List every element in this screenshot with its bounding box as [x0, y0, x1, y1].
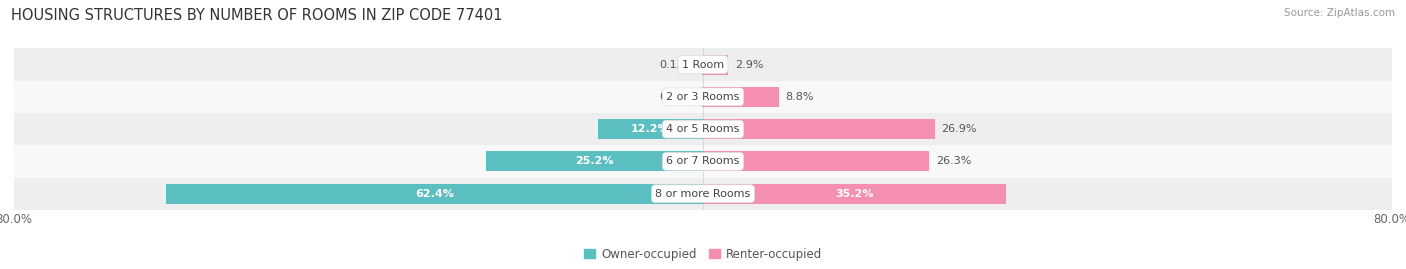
- Bar: [598, 119, 703, 139]
- Legend: Owner-occupied, Renter-occupied: Owner-occupied, Renter-occupied: [579, 243, 827, 265]
- Text: 8 or more Rooms: 8 or more Rooms: [655, 189, 751, 199]
- Bar: [486, 151, 703, 171]
- Text: 1 Room: 1 Room: [682, 59, 724, 70]
- Text: HOUSING STRUCTURES BY NUMBER OF ROOMS IN ZIP CODE 77401: HOUSING STRUCTURES BY NUMBER OF ROOMS IN…: [11, 8, 503, 23]
- Text: 4 or 5 Rooms: 4 or 5 Rooms: [666, 124, 740, 134]
- Bar: [703, 55, 728, 75]
- Text: 0.13%: 0.13%: [659, 92, 695, 102]
- Text: 12.2%: 12.2%: [631, 124, 669, 134]
- Bar: [166, 184, 703, 204]
- Text: 2.9%: 2.9%: [735, 59, 763, 70]
- Text: Source: ZipAtlas.com: Source: ZipAtlas.com: [1284, 8, 1395, 18]
- Bar: [703, 151, 929, 171]
- Text: 25.2%: 25.2%: [575, 156, 614, 167]
- Bar: [703, 87, 779, 107]
- Bar: [14, 81, 1392, 113]
- Text: 2 or 3 Rooms: 2 or 3 Rooms: [666, 92, 740, 102]
- Text: 26.3%: 26.3%: [936, 156, 972, 167]
- Bar: [703, 184, 1007, 204]
- Bar: [14, 113, 1392, 145]
- Bar: [14, 145, 1392, 178]
- Bar: [14, 48, 1392, 81]
- Bar: [14, 178, 1392, 210]
- Bar: [703, 119, 935, 139]
- Text: 35.2%: 35.2%: [835, 189, 873, 199]
- Text: 8.8%: 8.8%: [786, 92, 814, 102]
- Text: 0.13%: 0.13%: [659, 59, 695, 70]
- Text: 26.9%: 26.9%: [942, 124, 977, 134]
- Text: 62.4%: 62.4%: [415, 189, 454, 199]
- Text: 6 or 7 Rooms: 6 or 7 Rooms: [666, 156, 740, 167]
